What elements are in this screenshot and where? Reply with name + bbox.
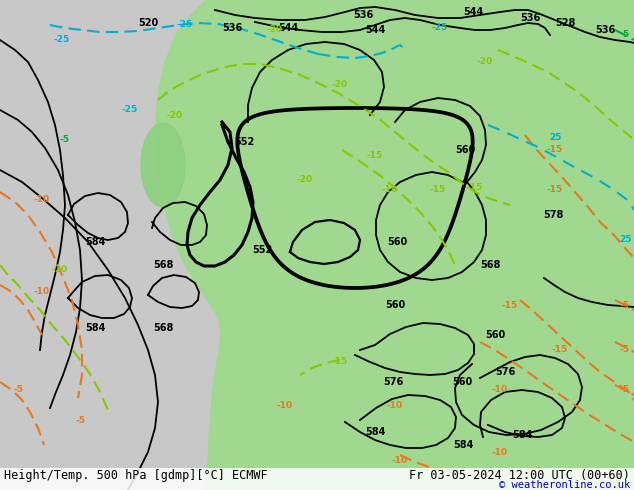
Text: 536: 536	[595, 25, 615, 35]
Text: 536: 536	[520, 13, 540, 23]
Text: Fr 03-05-2024 12:00 UTC (00+60): Fr 03-05-2024 12:00 UTC (00+60)	[409, 468, 630, 482]
Text: 568: 568	[480, 260, 500, 270]
Text: 552: 552	[252, 245, 272, 255]
Text: -5: -5	[620, 300, 630, 310]
Text: -10: -10	[34, 288, 50, 296]
Text: -10: -10	[382, 186, 398, 195]
Text: 560: 560	[452, 377, 472, 387]
Text: 536: 536	[353, 10, 373, 20]
Text: 560: 560	[485, 330, 505, 340]
Text: 584: 584	[365, 427, 385, 437]
Text: 552: 552	[234, 137, 254, 147]
Text: 5: 5	[622, 30, 628, 40]
Text: -10: -10	[392, 456, 408, 465]
Text: Height/Temp. 500 hPa [gdmp][°C] ECMWF: Height/Temp. 500 hPa [gdmp][°C] ECMWF	[4, 468, 268, 482]
Text: -10: -10	[492, 386, 508, 394]
Text: 536: 536	[222, 23, 242, 33]
Text: -10: -10	[34, 196, 50, 204]
Text: 560: 560	[387, 237, 407, 247]
Text: 576: 576	[383, 377, 403, 387]
Text: -20: -20	[267, 25, 283, 34]
Text: 584: 584	[512, 430, 532, 440]
Text: -15: -15	[430, 186, 446, 195]
Text: -15: -15	[547, 186, 563, 195]
Text: 560: 560	[385, 300, 405, 310]
Text: 584: 584	[453, 440, 473, 450]
Text: -20: -20	[297, 175, 313, 185]
FancyBboxPatch shape	[0, 468, 634, 490]
Text: 544: 544	[463, 7, 483, 17]
Text: -5: -5	[13, 386, 23, 394]
Text: -5: -5	[60, 136, 70, 145]
Text: 560: 560	[455, 145, 475, 155]
Text: 544: 544	[365, 25, 385, 35]
Text: -10: -10	[387, 400, 403, 410]
Text: 520: 520	[138, 18, 158, 28]
Text: -25: -25	[122, 105, 138, 115]
Text: 576: 576	[495, 367, 515, 377]
Text: -15: -15	[552, 345, 568, 354]
Text: -25: -25	[177, 21, 193, 29]
Text: 25: 25	[549, 133, 561, 143]
Text: -15: -15	[502, 300, 518, 310]
Text: -5: -5	[620, 345, 630, 354]
Text: 544: 544	[278, 23, 298, 33]
Text: -5: -5	[620, 386, 630, 394]
Text: -20: -20	[477, 57, 493, 67]
Text: -20: -20	[167, 111, 183, 120]
Text: 584: 584	[85, 323, 105, 333]
Text: -10: -10	[492, 447, 508, 457]
Text: -5: -5	[75, 416, 85, 424]
Text: -15: -15	[547, 146, 563, 154]
Text: 568: 568	[153, 260, 173, 270]
Text: -20: -20	[52, 266, 68, 274]
Polygon shape	[141, 123, 185, 207]
Text: 568: 568	[153, 323, 173, 333]
Text: -15: -15	[367, 150, 383, 160]
Text: 578: 578	[543, 210, 563, 220]
Text: -10: -10	[277, 400, 293, 410]
Text: 25: 25	[619, 236, 631, 245]
Text: -15: -15	[467, 182, 483, 192]
Text: 584: 584	[85, 237, 105, 247]
Text: © weatheronline.co.uk: © weatheronline.co.uk	[499, 480, 630, 490]
Polygon shape	[155, 0, 634, 490]
Text: -25: -25	[54, 35, 70, 45]
Text: 528: 528	[555, 18, 575, 28]
Text: -20: -20	[332, 80, 348, 90]
Text: -15: -15	[332, 358, 348, 367]
Text: -25: -25	[432, 24, 448, 32]
